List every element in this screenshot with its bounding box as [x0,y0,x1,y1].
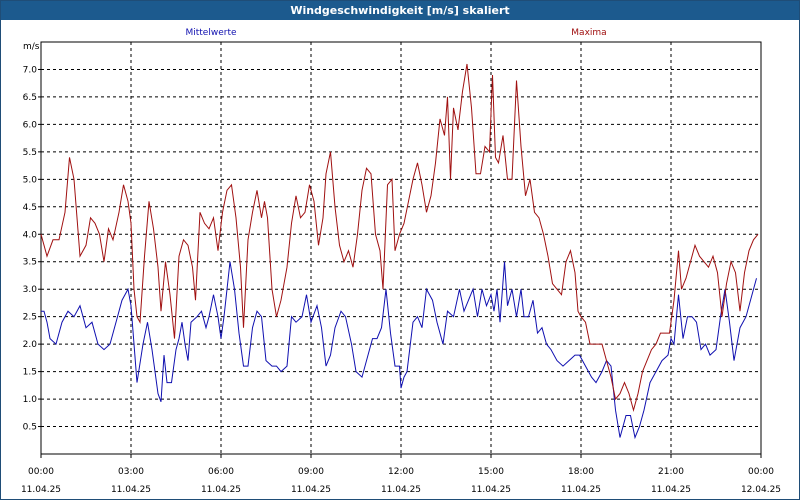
x-tick-date: 11.04.25 [561,485,601,495]
x-tick-time: 09:00 [298,467,324,477]
y-tick-label: 5.0 [23,175,38,185]
series [40,63,759,440]
x-tick-date: 12.04.25 [741,485,781,495]
series-line-mittelwerte [41,261,757,440]
x-tick-date: 11.04.25 [111,485,151,495]
x-tick-date: 11.04.25 [381,485,421,495]
x-tick-time: 00:00 [748,467,774,477]
x-tick-time: 15:00 [478,467,504,477]
y-axis-ticks: 0.5 1.0 1.5 2.0 2.5 3.0 3.5 4.0 4.5 5.0 5.5 6.0 6.5 7… [23,65,41,433]
legend-maxima: Maxima [571,28,606,38]
window-title: Windgeschwindigkeit [m/s] skaliert [1,1,799,20]
wind-speed-chart: 0.5 1.0 1.5 2.0 2.5 3.0 3.5 4.0 4.5 5.0 5.5 6.0 6.5 7… [21,28,781,495]
x-tick-time: 12:00 [388,467,414,477]
x-tick-date: 11.04.25 [471,485,511,495]
y-tick-label: 0.5 [23,423,37,433]
x-tick-time: 06:00 [208,467,234,477]
y-tick-label: 7.0 [23,65,38,75]
y-tick-label: 5.5 [23,148,37,158]
y-tick-label: 3.5 [23,258,37,268]
y-tick-label: 3.0 [23,285,38,295]
x-tick-time: 18:00 [568,467,594,477]
grid [41,42,761,454]
y-tick-label: 2.0 [23,340,38,350]
x-tick-date: 11.04.25 [651,485,691,495]
x-tick-date: 11.04.25 [21,485,61,495]
x-tick-time: 21:00 [658,467,684,477]
x-tick-date: 11.04.25 [291,485,331,495]
y-tick-label: 6.5 [23,93,37,103]
y-axis-label: m/s [23,42,40,52]
y-tick-label: 1.5 [23,368,37,378]
y-tick-label: 4.0 [23,230,38,240]
series-line-maxima [40,63,759,413]
y-tick-label: 2.5 [23,313,37,323]
x-tick-date: 11.04.25 [201,485,241,495]
legend-mittelwerte: Mittelwerte [185,28,236,38]
y-tick-label: 6.0 [23,120,38,130]
y-tick-label: 4.5 [23,203,37,213]
x-axis-ticks: 00:00 11.04.25 03:00 11.04.25 06:00 11.04.25 0… [21,454,781,495]
x-tick-time: 03:00 [118,467,144,477]
y-tick-label: 1.0 [23,395,38,405]
x-tick-time: 00:00 [28,467,54,477]
